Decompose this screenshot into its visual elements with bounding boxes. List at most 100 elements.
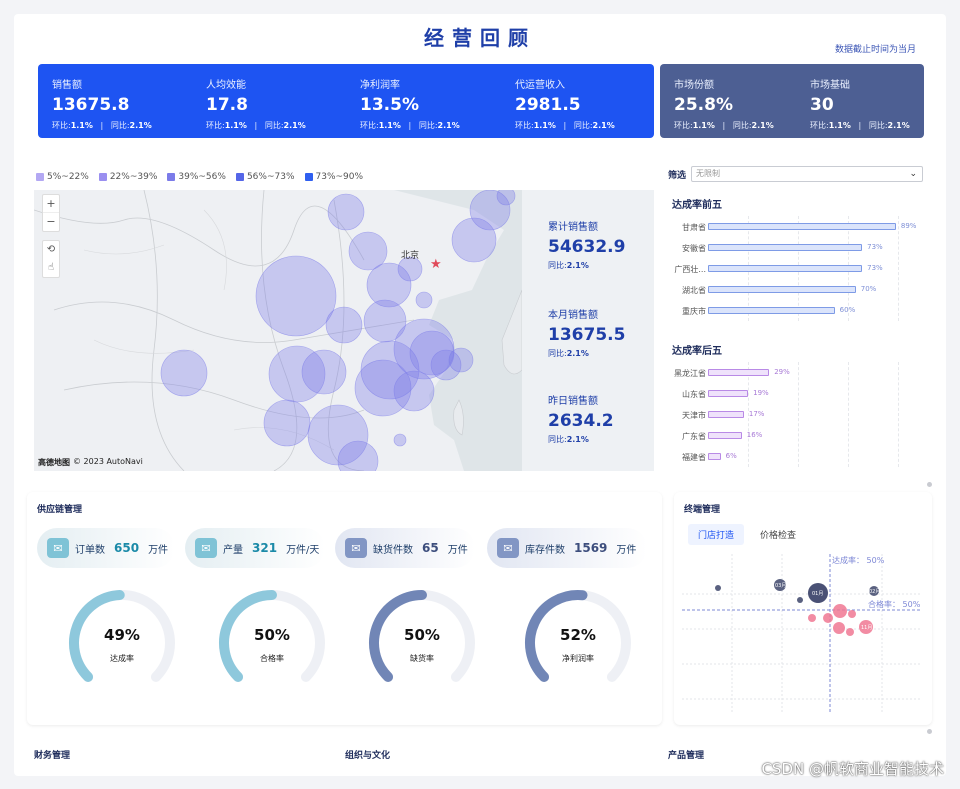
gauge-label: 净利润率 (562, 654, 594, 663)
rank-row[interactable]: 广西壮... 73% (670, 258, 926, 279)
rank-row[interactable]: 安徽省 73% (670, 237, 926, 258)
kpi-compare: 环比:1.1% | 同比:2.1% (810, 121, 910, 130)
sales-value: 2634.2 (548, 411, 614, 431)
amap-logo: 高德地图 (38, 458, 70, 467)
stat-inventory: ✉ 库存件数 1569 万件 (487, 528, 647, 568)
rank-name: 福建省 (682, 453, 706, 462)
kpi-per-capita: 人均效能 17.8 环比:1.1% | 同比:2.1% (206, 76, 306, 131)
rank-row[interactable]: 甘肃省 89% (670, 216, 926, 237)
kpi-market-share: 市场份额 25.8% 环比:1.1% | 同比:2.1% (674, 76, 774, 131)
taiwan-land (453, 399, 464, 436)
scatter-bubble (774, 579, 786, 591)
kpi-panel-main: 销售额 13675.8 环比:1.1% | 同比:2.1% 人均效能 17.8 … (38, 64, 654, 138)
scatter-bubble (859, 620, 873, 634)
supply-title: 供应链管理 (37, 505, 83, 515)
rank-row[interactable]: 山东省 19% (670, 383, 926, 404)
scroll-indicator[interactable] (927, 729, 932, 734)
sales-summary-panel: 累计销售额 54632.9 同比:2.1% 本月销售额 13675.5 同比:2… (522, 190, 654, 471)
sales-compare: 同比:2.1% (548, 261, 589, 270)
sales-cumulative: 累计销售额 54632.9 同比:2.1% (548, 218, 625, 271)
map-legend: 5%~22% 22%~39% 39%~56% 56%~73% 73%~90% (36, 172, 363, 182)
province-borders-minor (83, 209, 335, 451)
bubble (327, 193, 365, 231)
scatter-bubble (833, 622, 845, 634)
grid-line (748, 362, 749, 467)
amap-attribution: 高德地图 © 2023 AutoNavi (38, 457, 143, 468)
gauge-value: 52% (560, 626, 596, 644)
bubble (448, 347, 474, 373)
rank-bar (708, 286, 856, 293)
terminal-tabs: 门店打造 价格检查 (688, 524, 806, 545)
gauge-arc (219, 590, 325, 682)
rank-name: 重庆市 (682, 307, 706, 316)
scatter-bubble (808, 583, 828, 603)
legend-item[interactable]: 56%~73% (235, 172, 295, 182)
legend-item[interactable]: 5%~22% (36, 172, 89, 182)
watermark: CSDN @帆软商业智能技术 (761, 760, 944, 778)
bubble (325, 306, 363, 344)
terminal-title: 终端管理 (684, 505, 721, 515)
rank-top-chart: 甘肃省 89% 安徽省 73% 广西壮... 73% 湖北省 70% 重庆市 60% (670, 216, 926, 321)
scatter-bubble (833, 604, 847, 618)
gauge-fill (69, 590, 125, 682)
kpi-compare: 环比:1.1% | 同比:2.1% (52, 121, 152, 130)
tab-store-build[interactable]: 门店打造 (688, 524, 745, 545)
hand-pointer-icon[interactable]: ☝ (47, 262, 55, 273)
rank-row[interactable]: 黑龙江省 29% (670, 362, 926, 383)
province-borders (34, 190, 415, 471)
filter-bar: 筛选 无限制 ⌄ (668, 166, 924, 182)
kpi-net-margin: 净利润率 13.5% 环比:1.1% | 同比:2.1% (360, 76, 460, 131)
china-bubble-map[interactable]: ★ 北京 + − ⟲ ☝ 高德地图 © 2023 AutoNavi (34, 190, 522, 471)
kpi-compare: 环比:1.1% | 同比:2.1% (515, 121, 615, 130)
rank-row[interactable]: 湖北省 70% (670, 279, 926, 300)
zoom-out-button[interactable]: − (46, 215, 56, 228)
rank-bar (708, 432, 742, 439)
bubble (363, 299, 407, 343)
rank-value: 29% (774, 368, 790, 376)
gauge-value: 49% (104, 626, 140, 644)
rank-row[interactable]: 福建省 6% (670, 446, 926, 467)
gauge-label: 缺货率 (410, 654, 434, 663)
gauge-value: 50% (254, 626, 290, 644)
terminal-card: 终端管理 门店打造 价格检查 03月 01月 02 (674, 492, 932, 725)
filter-select[interactable]: 无限制 ⌄ (691, 166, 924, 182)
legend-item[interactable]: 22%~39% (98, 172, 157, 182)
legend-item[interactable]: 39%~56% (167, 172, 226, 182)
chevron-down-icon: ⌄ (909, 169, 918, 179)
scroll-indicator[interactable] (927, 482, 932, 487)
section-org-title: 组织与文化 (345, 751, 391, 761)
legend-swatch (98, 173, 107, 181)
bubble-label: 01月 (812, 591, 823, 597)
kpi-value: 17.8 (206, 95, 248, 115)
gauge-fill (525, 590, 588, 682)
section-finance-title: 财务管理 (34, 751, 71, 761)
rank-name: 广西壮... (674, 265, 706, 274)
kpi-value: 2981.5 (515, 95, 581, 115)
terminal-scatter-chart: 03月 01月 02月 11月 达成率： 50% 合格率： 50% (682, 554, 920, 714)
kpi-label: 销售额 (52, 80, 82, 91)
rank-row[interactable]: 广东省 16% (670, 425, 926, 446)
kpi-value: 13.5% (360, 95, 419, 115)
rank-value: 60% (839, 306, 856, 314)
scatter-bubble (869, 586, 879, 596)
gauge-value: 50% (404, 626, 440, 644)
mail-icon: ✉ (47, 538, 69, 558)
zoom-in-button[interactable]: + (43, 195, 59, 213)
page-title: 经营回顾 (424, 26, 536, 50)
tab-price-check[interactable]: 价格检查 (760, 531, 797, 541)
gauge-label: 达成率 (110, 654, 134, 663)
rank-value: 70% (860, 285, 877, 293)
rank-row[interactable]: 天津市 17% (670, 404, 926, 425)
legend-swatch (36, 173, 44, 181)
bubble (348, 231, 388, 271)
rank-value: 73% (867, 243, 883, 251)
gauge-shortage-rate: 50% 缺货率 (363, 584, 481, 702)
rank-row[interactable]: 重庆市 60% (670, 300, 926, 321)
kpi-market-base: 市场基础 30 环比:1.1% | 同比:2.1% (810, 76, 910, 131)
kpi-label: 市场基础 (810, 80, 850, 91)
bubble (393, 433, 407, 447)
rank-name: 甘肃省 (682, 223, 706, 232)
legend-item[interactable]: 73%~90% (304, 172, 363, 182)
rank-value: 73% (867, 264, 883, 272)
compass-icon[interactable]: ⟲ (46, 244, 56, 255)
